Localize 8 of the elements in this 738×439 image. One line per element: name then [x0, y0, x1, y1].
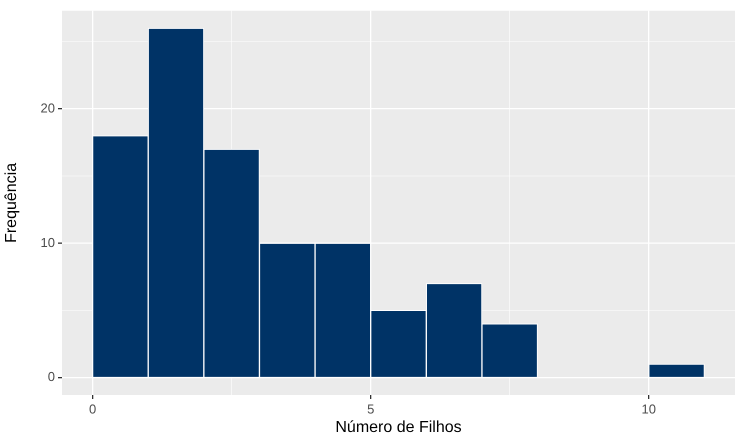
y-tick-label: 20 [40, 100, 55, 116]
y-tick-label: 10 [40, 234, 55, 250]
x-tick-label: 0 [88, 401, 96, 416]
x-axis-title: Número de Filhos [335, 418, 462, 436]
x-tick-label: 5 [367, 401, 374, 416]
y-axis-title: Frequência [3, 162, 20, 243]
x-tick-label: 10 [642, 401, 656, 416]
y-tick-label: 0 [48, 369, 55, 384]
